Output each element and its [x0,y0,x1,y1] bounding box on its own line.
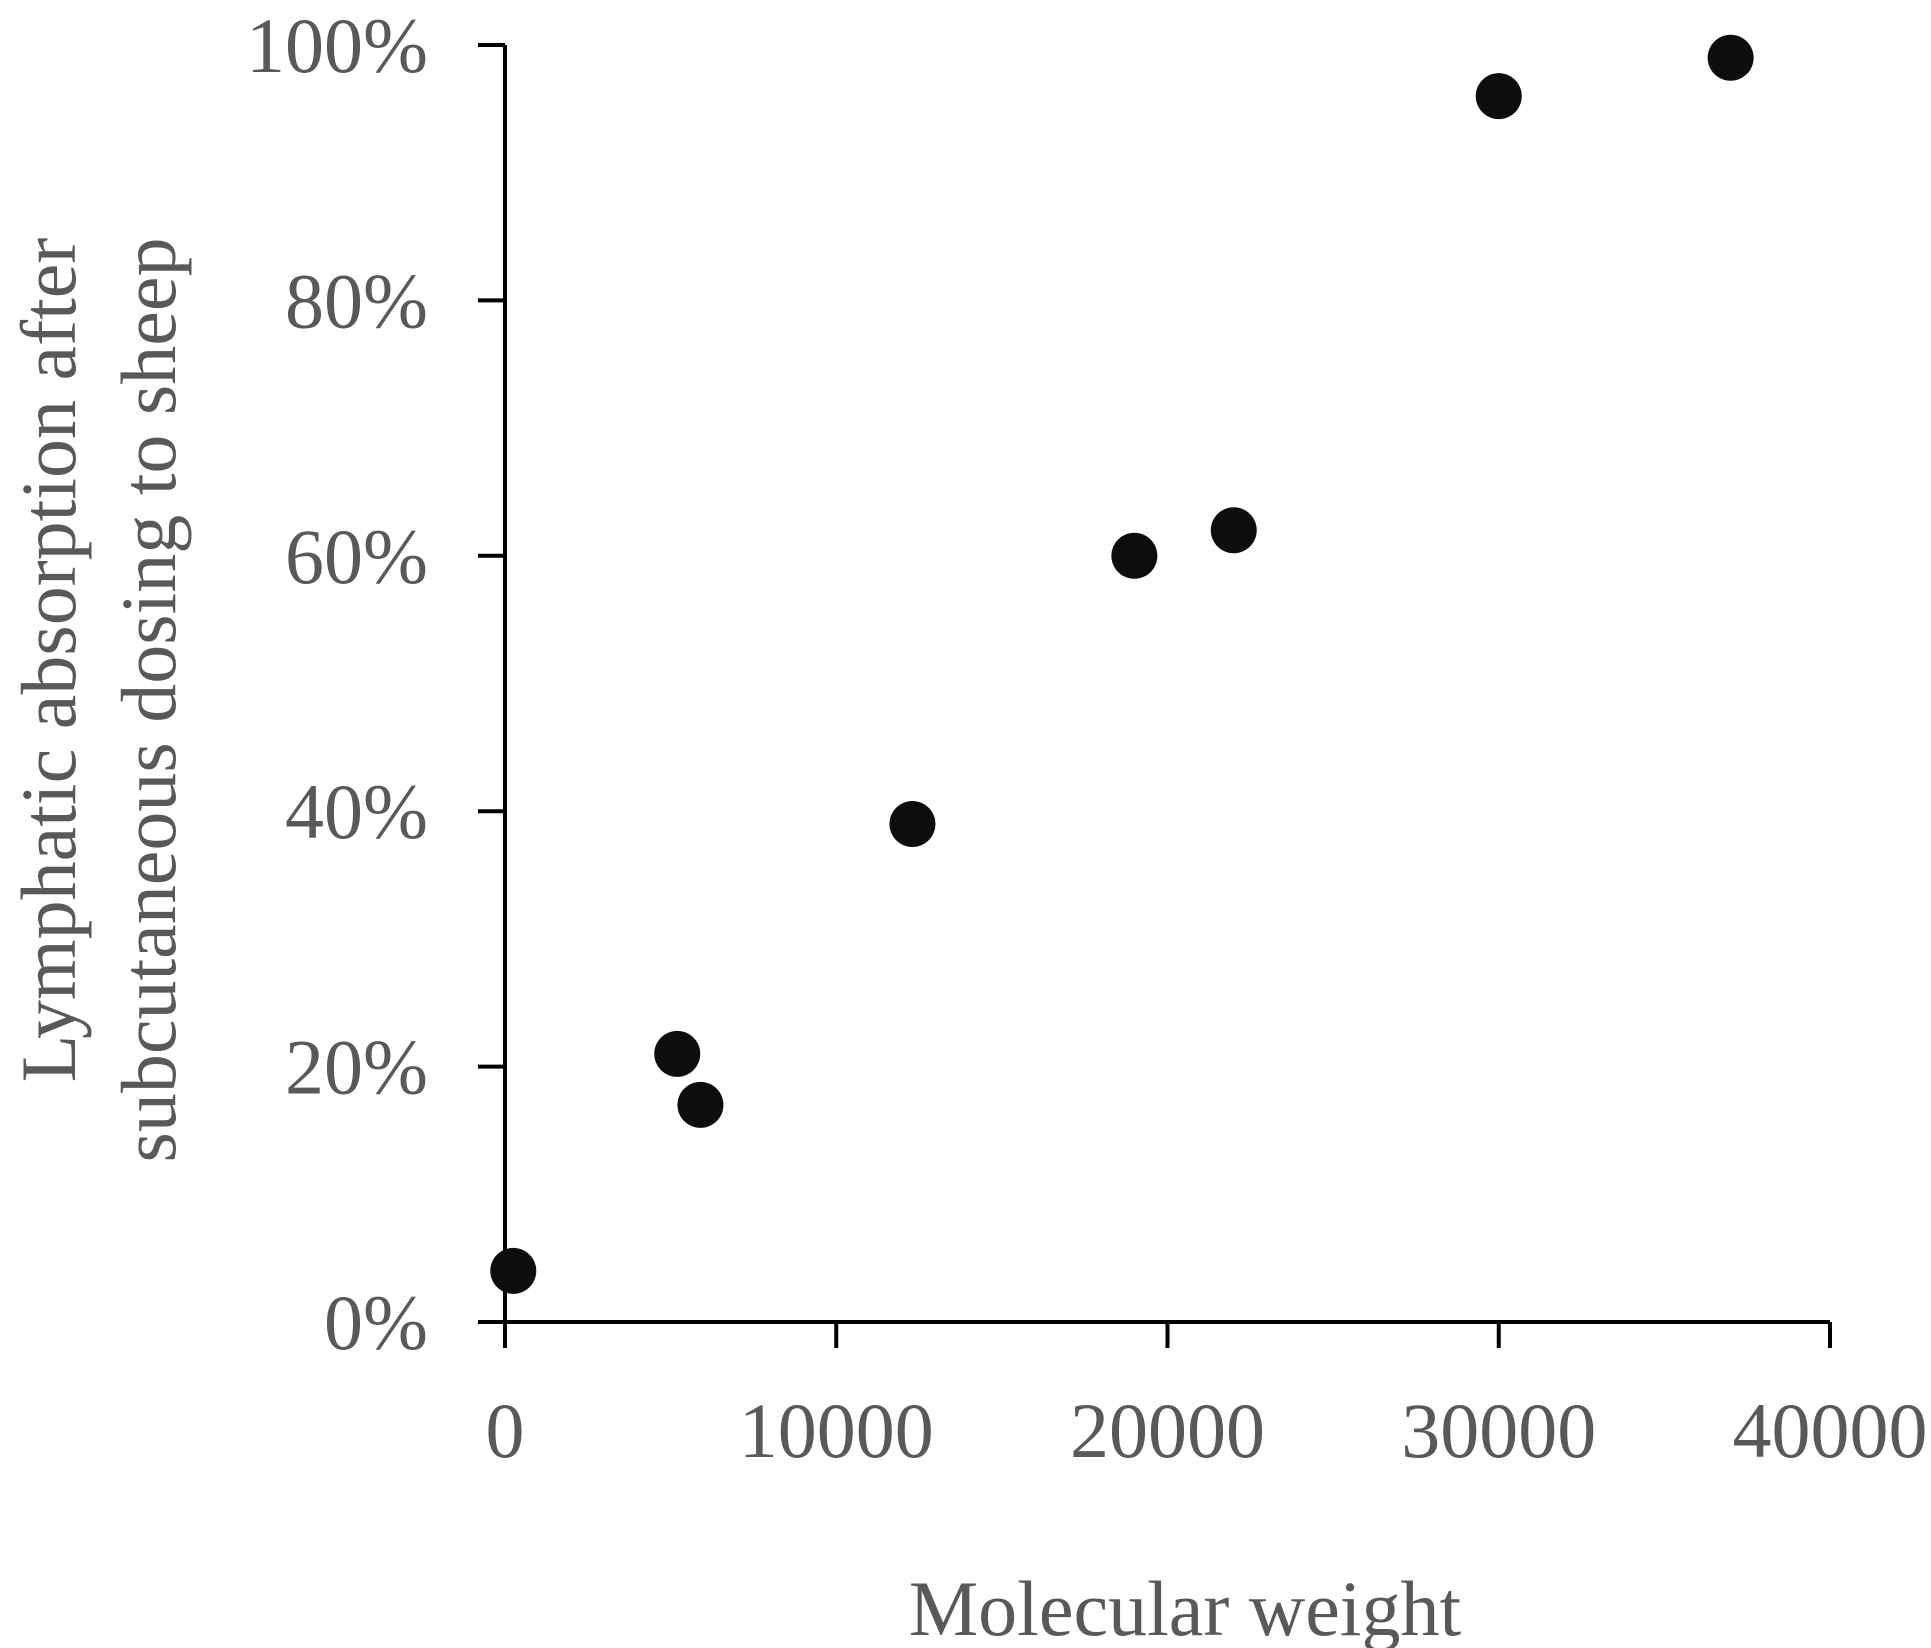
x-ticks: 0 10000 20000 30000 40000 [486,1322,1928,1474]
y-tick-label: 0% [324,1279,428,1366]
x-tick-label: 20000 [1070,1387,1265,1474]
data-point [1210,507,1257,554]
data-point [490,1247,537,1294]
axes [478,45,1830,1324]
y-axis-title-line-1: Lymphatic absorption after [5,238,92,1083]
x-tick-label: 10000 [739,1387,934,1474]
y-tick-label: 40% [285,768,428,855]
x-tick-label: 30000 [1401,1387,1596,1474]
y-axis-title: Lymphatic absorption after subcutaneous … [5,237,192,1162]
data-points [490,34,1754,1294]
y-tick-label: 80% [285,257,428,344]
data-point [1707,34,1754,81]
y-tick-label: 100% [246,2,428,89]
data-point [1475,73,1522,120]
data-point [1111,532,1158,579]
x-axis-title: Molecular weight [909,1565,1462,1648]
y-axis-title-line-2: subcutaneous dosing to sheep [105,237,192,1162]
x-tick-label: 0 [486,1387,525,1474]
y-tick-label: 60% [285,513,428,600]
x-tick-label: 40000 [1733,1387,1928,1474]
y-ticks: 0% 20% 40% 60% 80% 100% [246,2,505,1366]
y-tick-label: 20% [285,1024,428,1111]
data-point [889,800,936,847]
data-point [654,1030,701,1077]
data-point [677,1081,724,1128]
